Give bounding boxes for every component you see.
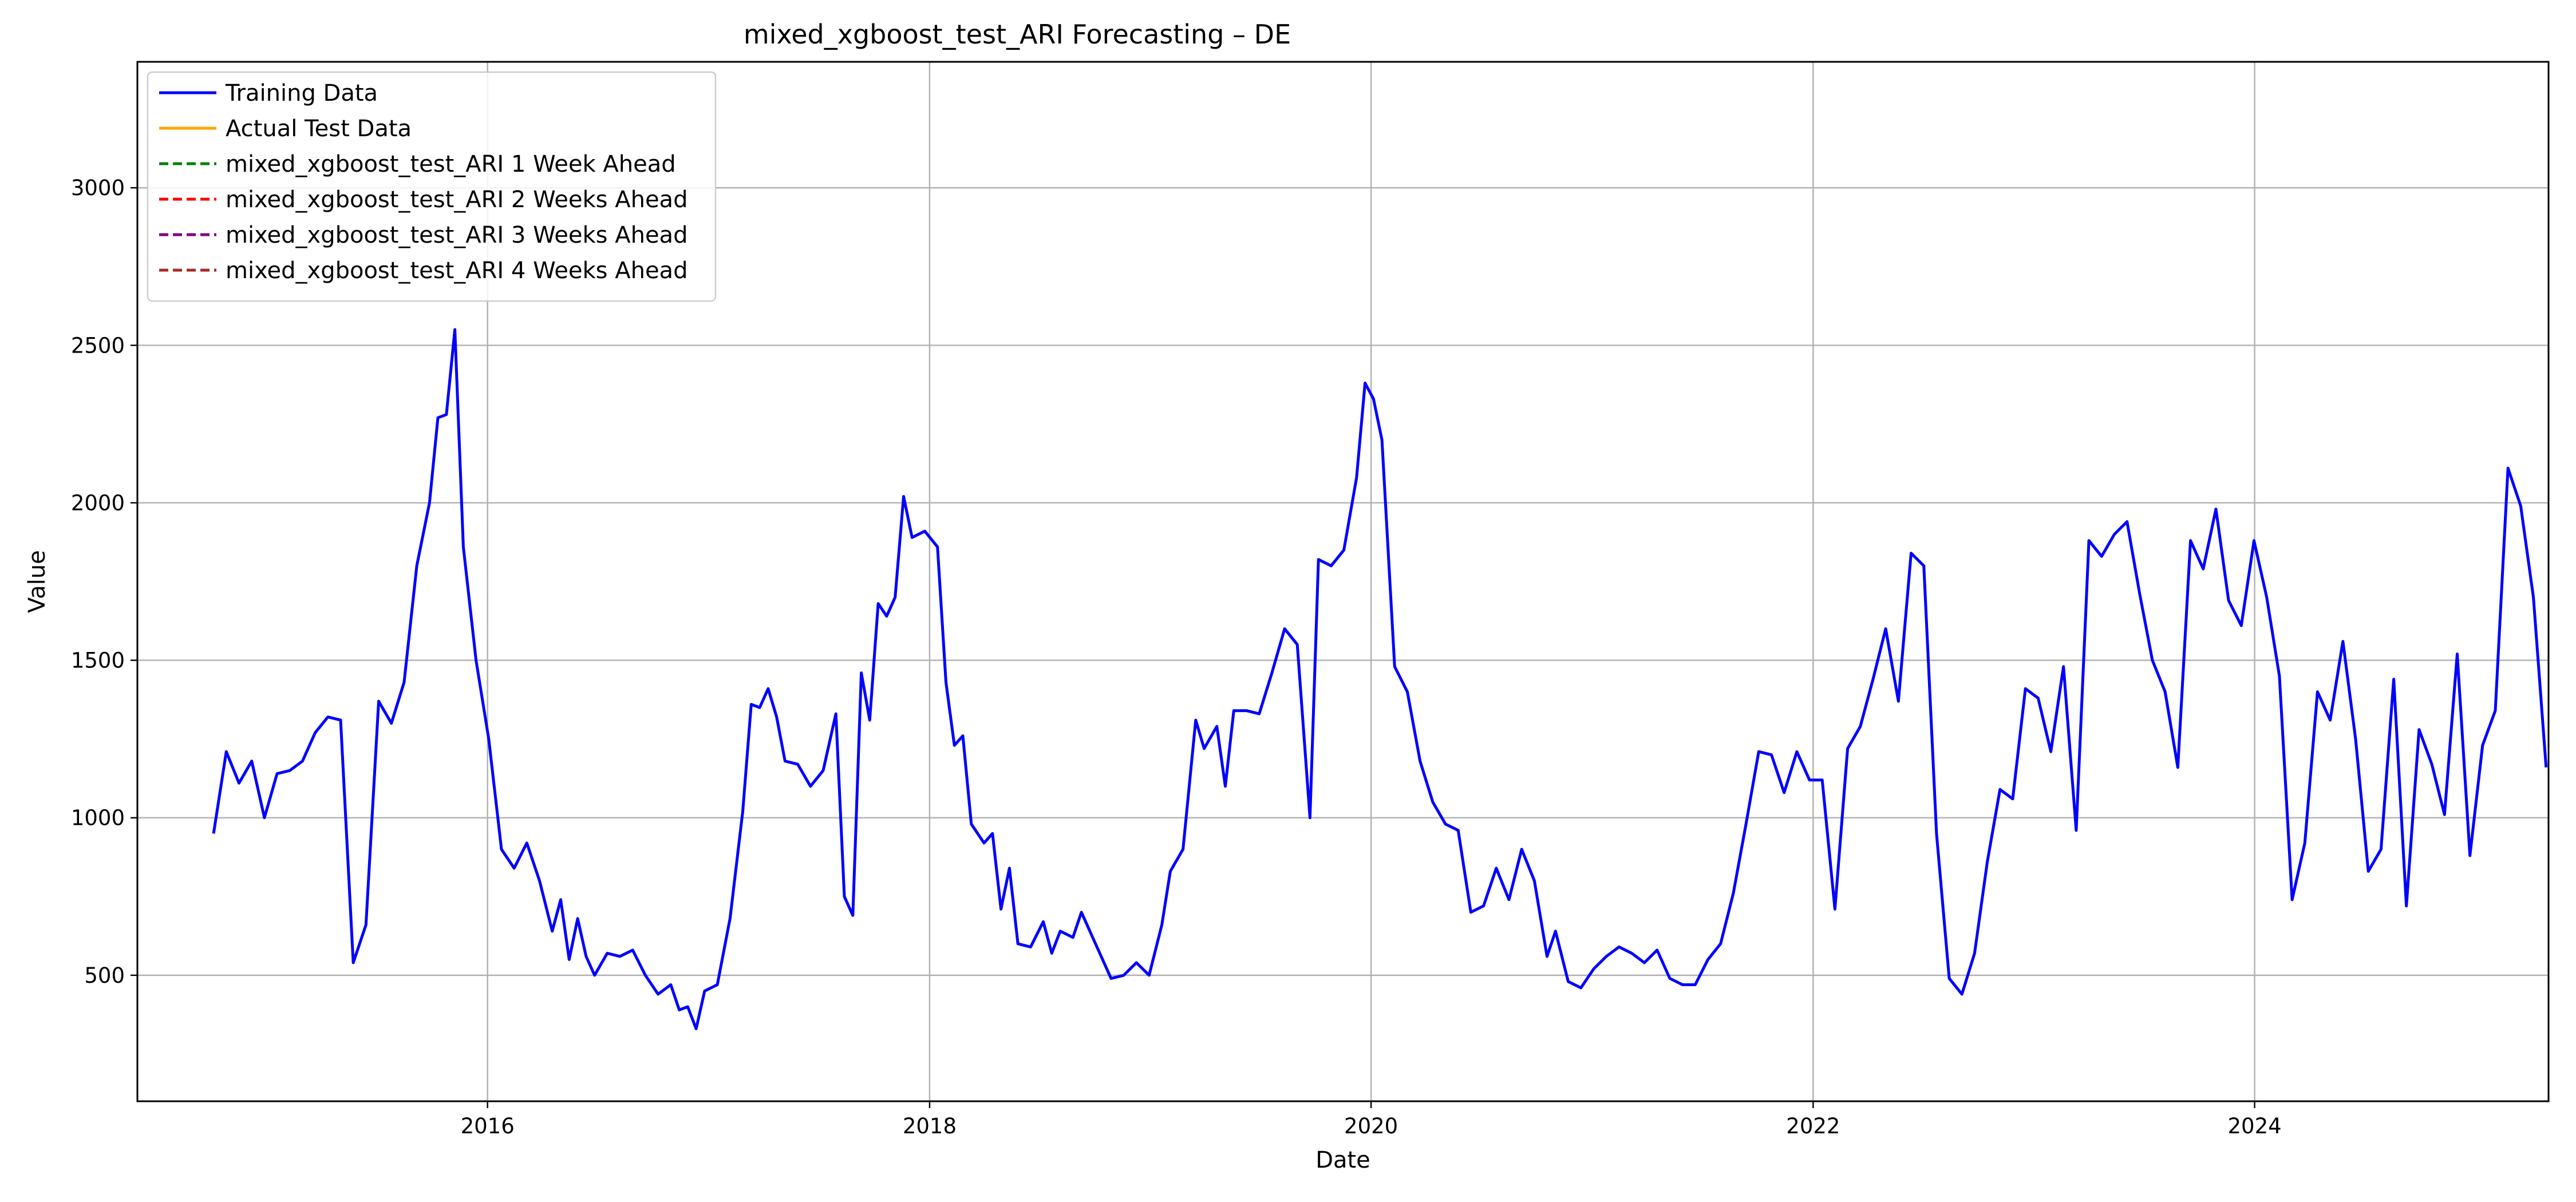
y-tick-label: 1500 bbox=[71, 649, 125, 673]
legend-label: Actual Test Data bbox=[226, 116, 412, 142]
series-line-0 bbox=[212, 328, 2548, 1030]
y-tick-label: 3000 bbox=[71, 176, 125, 200]
x-axis: 2016 2018 2020 2022 2024 bbox=[461, 1101, 2282, 1138]
plot-frame bbox=[136, 61, 2550, 1102]
series-layer bbox=[212, 328, 2548, 1030]
legend-frame bbox=[147, 71, 717, 302]
y-axis-label: Value bbox=[24, 550, 50, 613]
legend-label: Training Data bbox=[225, 80, 378, 106]
legend-label: mixed_xgboost_test_ARI 3 Weeks Ahead bbox=[226, 222, 688, 248]
legend: Training Data Actual Test Data mixed_xgboo… bbox=[147, 71, 717, 302]
y-axis: 500 1000 1500 2000 2500 3000 bbox=[71, 176, 137, 988]
legend-label: mixed_xgboost_test_ARI 4 Weeks Ahead bbox=[226, 258, 688, 284]
y-tick-label: 1000 bbox=[71, 806, 125, 831]
x-tick-label: 2022 bbox=[1786, 1114, 1840, 1138]
x-axis-label: Date bbox=[1315, 1147, 1370, 1173]
x-tick-label: 2018 bbox=[903, 1114, 957, 1138]
chart-title: mixed_xgboost_test_ARI Forecasting – DE bbox=[744, 19, 1291, 50]
legend-label: mixed_xgboost_test_ARI 2 Weeks Ahead bbox=[226, 187, 688, 213]
y-tick-label: 2500 bbox=[71, 333, 125, 358]
x-tick-label: 2020 bbox=[1344, 1114, 1398, 1138]
x-tick-label: 2024 bbox=[2227, 1114, 2281, 1138]
y-tick-label: 2000 bbox=[71, 491, 125, 515]
x-tick-label: 2016 bbox=[461, 1114, 515, 1138]
legend-label: mixed_xgboost_test_ARI 1 Week Ahead bbox=[226, 151, 676, 177]
y-tick-label: 500 bbox=[84, 963, 125, 988]
